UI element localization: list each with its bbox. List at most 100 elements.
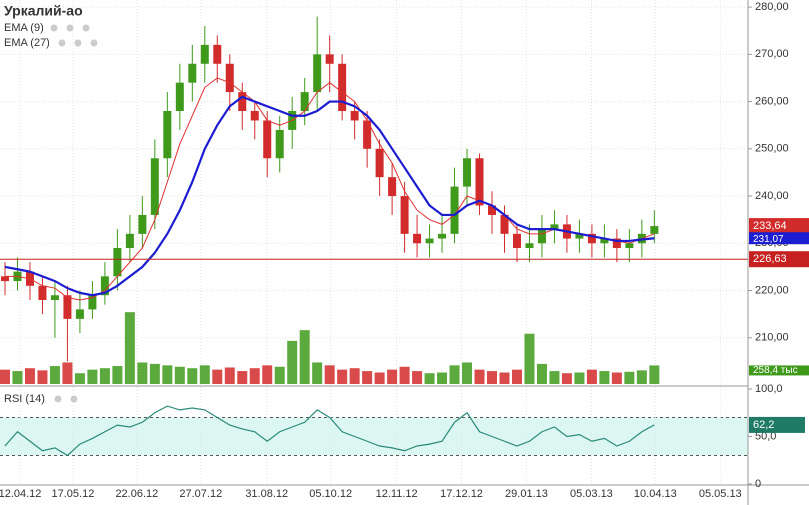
y-tick-label: 210,00 xyxy=(755,332,789,344)
volume-bar xyxy=(437,372,448,384)
legend-entry: EMA (9) xyxy=(4,22,44,34)
candle-body xyxy=(125,233,134,249)
candle-body xyxy=(575,233,584,239)
x-tick-label: 29.01.13 xyxy=(505,488,548,500)
volume-bar xyxy=(462,362,473,384)
x-tick-label: 22.06.12 xyxy=(115,488,158,500)
candle-body xyxy=(100,276,109,296)
candle-body xyxy=(175,82,184,112)
volume-bar xyxy=(499,372,510,384)
y-tick-label: 0 xyxy=(755,478,761,490)
candle-body xyxy=(275,129,284,159)
volume-bar xyxy=(174,366,185,384)
candle-body xyxy=(625,243,634,249)
candle-body xyxy=(50,295,59,300)
y-tick-label: 240,00 xyxy=(755,190,789,202)
candle-body xyxy=(500,214,509,234)
x-tick-label: 05.10.12 xyxy=(309,488,352,500)
candle-body xyxy=(338,63,347,112)
candle-body xyxy=(238,92,247,112)
volume-bar xyxy=(199,365,210,384)
volume-bar xyxy=(374,372,385,384)
volume-bar xyxy=(12,371,23,384)
y-tick-label: 250,00 xyxy=(755,143,789,155)
volume-bar xyxy=(149,363,160,384)
x-tick-label: 05.05.13 xyxy=(699,488,742,500)
candle-body xyxy=(188,63,197,83)
volume-bar xyxy=(74,373,85,384)
candle-body xyxy=(375,148,384,178)
rsi-band xyxy=(0,417,748,456)
volume-bar xyxy=(274,366,285,384)
volume-bar xyxy=(187,368,198,384)
candle-body xyxy=(650,226,659,234)
candle-body xyxy=(550,224,559,230)
volume-bar xyxy=(649,365,660,384)
volume-bar xyxy=(399,366,410,384)
x-tick-label: 05.03.13 xyxy=(570,488,613,500)
candle-body xyxy=(363,120,372,149)
volume-bar xyxy=(287,340,298,384)
candle-body xyxy=(488,205,497,215)
candle-body xyxy=(138,214,147,234)
candle-body xyxy=(537,229,546,244)
volume-bar xyxy=(362,371,373,384)
candle-body xyxy=(325,54,334,64)
volume-bar xyxy=(474,369,485,384)
volume-bar xyxy=(24,368,35,384)
volume-bar xyxy=(337,369,348,384)
volume-bar xyxy=(636,370,647,384)
x-tick-label: 17.12.12 xyxy=(440,488,483,500)
ema-line xyxy=(4,77,655,301)
candle-body xyxy=(38,285,47,300)
volume-bar xyxy=(412,371,423,384)
candle-body xyxy=(600,238,609,244)
volume-bar xyxy=(37,370,48,384)
volume-bar xyxy=(137,362,148,384)
candle-body xyxy=(438,233,447,239)
volume-bar xyxy=(212,369,223,384)
volume-bar xyxy=(224,367,235,384)
volume-bar xyxy=(624,371,635,384)
volume-bar xyxy=(536,363,547,384)
candle-body xyxy=(512,233,521,249)
rsi-tag xyxy=(749,416,805,433)
candle-body xyxy=(63,295,72,319)
volume-bar xyxy=(237,371,248,384)
candle-body xyxy=(475,158,484,206)
ema-tag xyxy=(749,232,809,245)
volume-bar xyxy=(586,369,597,384)
candle-body xyxy=(163,111,172,159)
volume-bar xyxy=(599,371,610,384)
candle-body xyxy=(612,238,621,249)
y-tick-label: 280,00 xyxy=(755,1,789,13)
candle-body xyxy=(263,120,272,159)
price-tag xyxy=(749,218,809,235)
x-tick-label: 12.11.12 xyxy=(376,488,418,500)
candle-body xyxy=(350,111,359,121)
volume-bar xyxy=(249,368,260,384)
y-tick-label: 260,00 xyxy=(755,95,789,107)
y-tick-label: 220,00 xyxy=(755,284,789,296)
candle-body xyxy=(88,295,97,310)
x-tick-label: 10.04.13 xyxy=(634,488,677,500)
volume-bar xyxy=(87,369,98,384)
volume-bar xyxy=(312,362,323,384)
candle-body xyxy=(388,177,397,197)
volume-bar xyxy=(299,330,310,384)
candle-body xyxy=(425,238,434,244)
candle-body xyxy=(400,196,409,234)
candle-body xyxy=(450,186,459,234)
volume-bar xyxy=(162,365,173,384)
y-tick-label: 50,0 xyxy=(755,430,776,442)
x-tick-label: 17.05.12 xyxy=(52,488,95,500)
volume-label: 258,4 тыс xyxy=(753,365,798,376)
volume-bar xyxy=(511,369,522,384)
plot-layer xyxy=(0,0,752,484)
candle-body xyxy=(200,44,209,64)
y-tick-label: 100,0 xyxy=(755,383,783,395)
volume-bar xyxy=(112,366,123,384)
candle-body xyxy=(587,233,596,244)
legend-icons xyxy=(50,24,98,403)
